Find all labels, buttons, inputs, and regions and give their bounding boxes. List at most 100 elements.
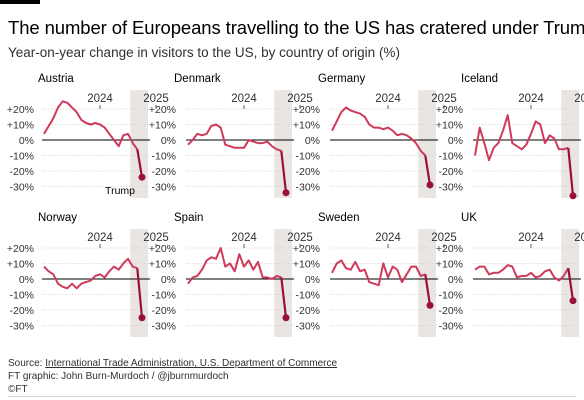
y-tick-label: +10% [149,120,176,132]
x-tick-label: 2025 [287,93,313,105]
y-tick-label: -30% [151,182,176,194]
y-tick-label: -10% [295,290,320,302]
panel-title: Denmark [174,73,221,85]
series-line [474,114,569,162]
series-line-final [424,274,432,306]
panel-title: Norway [38,212,77,224]
y-tick-label: -20% [151,305,176,317]
last-data-point [138,314,146,322]
panel-title: Austria [38,73,74,85]
ft-brand-bar [0,0,40,4]
chart-title: The number of Europeans travelling to th… [8,17,584,38]
last-data-point [569,297,577,305]
series-line-final [567,147,575,196]
x-tick-label: 2024 [87,93,113,105]
y-tick-label: 0% [448,274,463,286]
last-data-point [569,192,577,200]
y-tick-label: -30% [9,182,34,194]
y-tick-label: +20% [293,243,320,255]
x-tick-label: 2024 [231,93,257,105]
y-tick-label: -20% [438,305,463,317]
graphic-credit: FT graphic: John Burn-Murdoch / @jburnmu… [8,371,229,383]
x-tick-label: 2024 [375,232,401,244]
series-line [474,264,570,282]
last-data-point [282,189,290,197]
x-tick-label: 2024 [375,93,401,105]
last-data-point [426,181,434,189]
panel-title: Iceland [461,73,498,85]
trump-annotation: Trump [105,185,135,197]
y-tick-label: -10% [151,290,176,302]
y-tick-label: +20% [436,104,463,116]
x-tick-label: 2025 [574,232,584,244]
y-tick-label: 0% [305,274,320,286]
series-line [43,257,138,290]
trump-era-shading [418,90,436,198]
y-tick-label: +10% [7,120,34,132]
panel-iceland: Iceland +20% +10% 0% -10% -20% -30% 2024 2025 [436,73,584,200]
bottom-divider [8,396,576,397]
series-line-final [567,268,575,301]
series-line-final [136,268,144,318]
y-tick-label: +10% [149,259,176,271]
series-line [43,100,139,150]
x-tick-label: 2025 [574,93,584,105]
y-tick-label: -20% [151,166,176,178]
y-tick-label: -20% [9,305,34,317]
x-tick-label: 2024 [231,232,257,244]
y-tick-label: +10% [293,120,320,132]
y-tick-label: -10% [438,290,463,302]
panel-spain: Spain +20% +10% 0% -10% -20% -30% 2024 2025 [149,212,313,337]
series-line-final [424,155,432,186]
y-tick-label: -10% [438,151,463,163]
series-line-final [136,149,144,178]
y-tick-label: +20% [149,104,176,116]
y-tick-label: +20% [293,104,320,116]
y-tick-label: -30% [295,182,320,194]
y-tick-label: +20% [7,243,34,255]
series-line [331,259,426,287]
y-tick-label: -30% [438,182,463,194]
panel-title: Sweden [318,212,360,224]
panel-norway: Norway +20% +10% 0% -10% -20% -30% 2024 2025 [7,212,169,337]
y-tick-label: -10% [9,151,34,163]
y-tick-label: -10% [295,151,320,163]
y-tick-label: +20% [149,243,176,255]
series-line-final [280,150,288,193]
x-tick-label: 2025 [431,232,457,244]
last-data-point [426,301,434,309]
series-line [187,123,282,152]
trump-era-shading [274,90,292,198]
panel-title: UK [461,212,477,224]
panel-title: Spain [174,212,203,224]
x-tick-label: 2025 [143,93,169,105]
y-tick-label: -20% [295,305,320,317]
y-tick-label: +20% [436,243,463,255]
source-label: Source: [8,358,46,369]
panel-uk: UK +20% +10% 0% -10% -20% -30% 2024 2025 [436,212,584,337]
x-tick-label: 2024 [518,93,544,105]
x-tick-label: 2024 [518,232,544,244]
panel-germany: Germany +20% +10% 0% -10% -20% -30% 2024 2025 [293,73,457,198]
series-line-final [280,277,288,318]
last-data-point [282,314,290,322]
trump-era-shading [561,90,579,198]
x-tick-label: 2025 [431,93,457,105]
x-tick-label: 2025 [143,232,169,244]
y-tick-label: +10% [7,259,34,271]
y-tick-label: -20% [295,166,320,178]
series-line [187,247,282,285]
panel-sweden: Sweden +20% +10% 0% -10% -20% -30% 2024 2025 [293,212,457,337]
panel-austria: Austria +20% +10% 0% -10% -20% -30% 2024 2025 Tru… [7,73,169,198]
chart-footer: Source: International Trade Administrati… [8,357,578,397]
y-tick-label: +10% [436,120,463,132]
y-tick-label: 0% [161,135,176,147]
trump-era-shading [274,229,292,337]
trump-era-shading [130,90,148,198]
y-tick-label: -30% [151,321,176,333]
source-link[interactable]: International Trade Administration, U.S.… [45,358,338,369]
series-line [331,106,427,157]
y-tick-label: -30% [9,321,34,333]
y-tick-label: -20% [438,166,463,178]
source-line: Source: International Trade Administrati… [8,357,578,370]
